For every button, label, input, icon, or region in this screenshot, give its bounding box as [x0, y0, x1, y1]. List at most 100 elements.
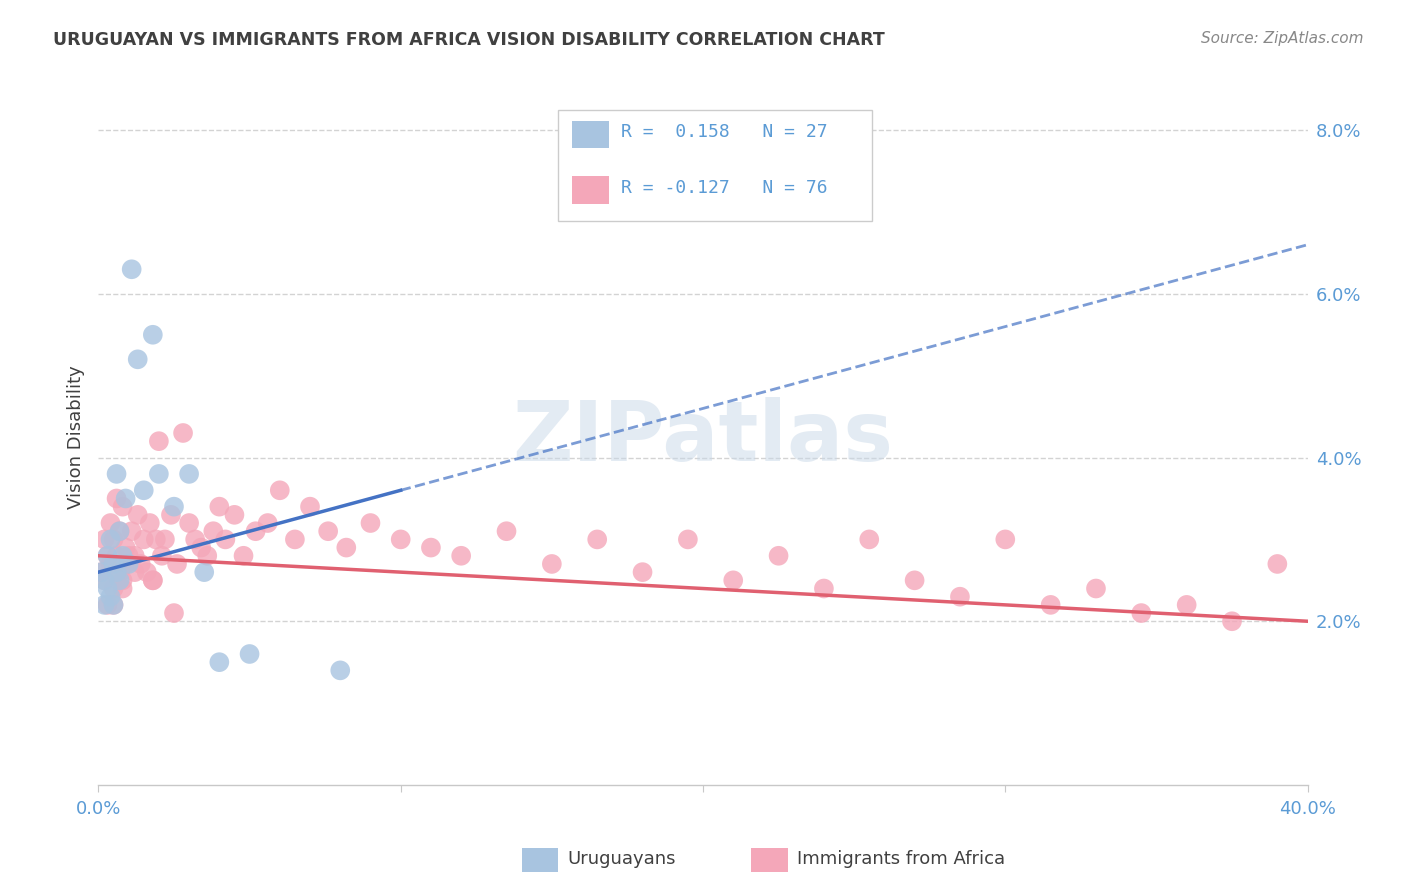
Point: [108, 524, 131, 539]
Point: [118, 557, 141, 571]
Point: [93, 533, 115, 547]
Point: [179, 516, 201, 530]
Point: [224, 508, 246, 522]
Point: [1039, 598, 1062, 612]
Point: [96, 549, 118, 563]
Point: [768, 549, 790, 563]
Point: [269, 483, 291, 498]
Point: [96, 582, 118, 596]
Point: [184, 533, 207, 547]
FancyBboxPatch shape: [522, 847, 558, 872]
Point: [93, 574, 115, 588]
Point: [148, 467, 170, 481]
Point: [190, 541, 212, 555]
Point: [208, 500, 231, 514]
Point: [153, 533, 176, 547]
Point: [129, 557, 152, 571]
Point: [111, 574, 134, 588]
Point: [208, 655, 231, 669]
Point: [90, 565, 112, 579]
Point: [111, 500, 134, 514]
Text: Immigrants from Africa: Immigrants from Africa: [797, 850, 1005, 868]
Point: [90, 565, 112, 579]
Point: [139, 516, 162, 530]
Point: [166, 557, 188, 571]
Y-axis label: Vision Disability: Vision Disability: [66, 365, 84, 509]
Point: [135, 565, 157, 579]
Point: [142, 574, 165, 588]
Point: [540, 557, 562, 571]
Point: [150, 549, 173, 563]
Point: [179, 467, 201, 481]
Point: [100, 557, 122, 571]
Point: [1220, 614, 1243, 628]
Point: [108, 565, 131, 579]
Point: [858, 533, 880, 547]
Point: [193, 565, 215, 579]
Text: Source: ZipAtlas.com: Source: ZipAtlas.com: [1201, 31, 1364, 46]
Point: [284, 533, 307, 547]
Point: [118, 549, 141, 563]
Point: [329, 664, 352, 678]
FancyBboxPatch shape: [558, 110, 872, 221]
Point: [103, 598, 125, 612]
Point: [124, 549, 146, 563]
Point: [103, 598, 125, 612]
Point: [127, 352, 149, 367]
Point: [389, 533, 412, 547]
Point: [114, 557, 136, 571]
Point: [108, 524, 131, 539]
Point: [904, 574, 927, 588]
Point: [949, 590, 972, 604]
Point: [105, 565, 128, 579]
Point: [127, 508, 149, 522]
Text: R =  0.158   N = 27: R = 0.158 N = 27: [621, 123, 827, 141]
Point: [124, 565, 146, 579]
Text: R = -0.127   N = 76: R = -0.127 N = 76: [621, 179, 827, 197]
Point: [163, 500, 186, 514]
Point: [93, 598, 115, 612]
Point: [195, 549, 218, 563]
Point: [360, 516, 382, 530]
Point: [1267, 557, 1289, 571]
Point: [103, 582, 125, 596]
Point: [723, 574, 745, 588]
Point: [148, 434, 170, 449]
Point: [232, 549, 254, 563]
Point: [105, 467, 128, 481]
Point: [1175, 598, 1198, 612]
Point: [160, 508, 183, 522]
Point: [114, 541, 136, 555]
Point: [495, 524, 517, 539]
Point: [813, 582, 835, 596]
FancyBboxPatch shape: [572, 177, 609, 204]
Point: [111, 582, 134, 596]
Point: [172, 425, 194, 440]
Point: [586, 533, 609, 547]
Point: [631, 565, 654, 579]
Point: [111, 549, 134, 563]
Point: [239, 647, 262, 661]
Point: [105, 491, 128, 506]
Point: [202, 524, 225, 539]
Point: [100, 533, 122, 547]
Point: [1130, 606, 1153, 620]
Point: [114, 491, 136, 506]
Point: [256, 516, 278, 530]
FancyBboxPatch shape: [572, 120, 609, 148]
Point: [103, 557, 125, 571]
Point: [676, 533, 699, 547]
Point: [121, 524, 143, 539]
Point: [145, 533, 167, 547]
Point: [103, 533, 125, 547]
Text: ZIPatlas: ZIPatlas: [513, 397, 893, 477]
Text: URUGUAYAN VS IMMIGRANTS FROM AFRICA VISION DISABILITY CORRELATION CHART: URUGUAYAN VS IMMIGRANTS FROM AFRICA VISI…: [53, 31, 886, 49]
Point: [335, 541, 357, 555]
Point: [132, 533, 155, 547]
Text: Uruguayans: Uruguayans: [568, 850, 676, 868]
Point: [299, 500, 322, 514]
Point: [142, 574, 165, 588]
FancyBboxPatch shape: [751, 847, 787, 872]
Point: [100, 516, 122, 530]
Point: [96, 598, 118, 612]
